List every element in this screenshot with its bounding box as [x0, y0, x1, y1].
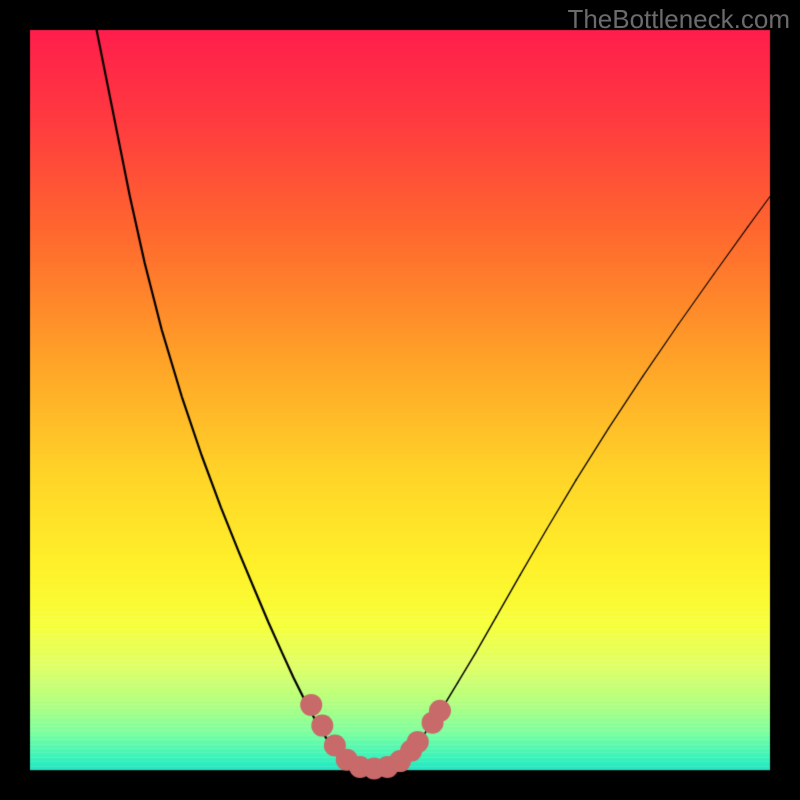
- bottleneck-curve-chart: [0, 0, 800, 800]
- chart-root: TheBottleneck.com: [0, 0, 800, 800]
- watermark-text: TheBottleneck.com: [567, 4, 790, 35]
